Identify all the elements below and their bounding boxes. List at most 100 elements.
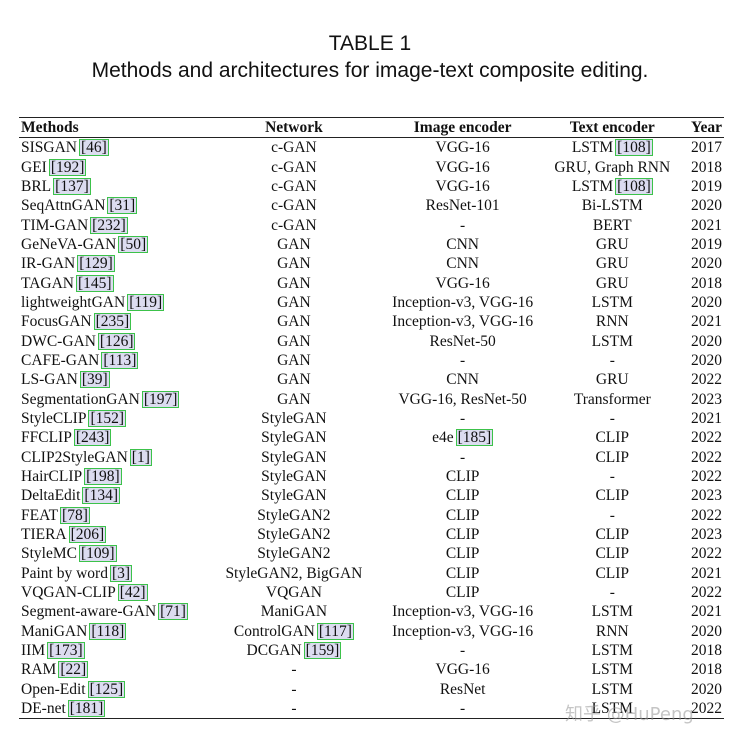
- citation-link[interactable]: [117]: [316, 622, 354, 640]
- year-cell-text: 2020: [691, 351, 722, 369]
- year-cell: 2022: [676, 428, 724, 447]
- table-body: SISGAN [46] c-GAN VGG-16 LSTM [108] 2017 GEI [19…: [19, 138, 724, 720]
- citation-link[interactable]: [1]: [129, 448, 152, 466]
- citation-link[interactable]: [206]: [68, 526, 107, 544]
- network-cell: GAN: [211, 293, 377, 312]
- citation-link[interactable]: [137]: [53, 177, 91, 195]
- citation-link[interactable]: [152]: [88, 409, 127, 427]
- citation-link[interactable]: [39]: [79, 371, 110, 389]
- citation-link[interactable]: [42]: [117, 584, 148, 602]
- year-cell-text: 2022: [691, 506, 722, 524]
- image-encoder-cell-text: CLIP: [445, 545, 480, 563]
- method-cell-text: Paint by word: [21, 564, 108, 582]
- year-cell: 2018: [676, 273, 724, 292]
- citation-link[interactable]: [31]: [107, 197, 138, 215]
- year-cell: 2022: [676, 467, 724, 486]
- citation-link[interactable]: [192]: [48, 158, 87, 176]
- text-encoder-cell: Bi-LSTM: [548, 196, 676, 215]
- method-cell: FocusGAN [235]: [19, 312, 211, 331]
- method-cell: StyleCLIP [152]: [19, 409, 211, 428]
- year-cell: 2023: [676, 525, 724, 544]
- network-cell-text: StyleGAN2: [257, 526, 331, 544]
- image-encoder-cell: CLIP: [377, 544, 548, 563]
- text-encoder-cell-text: Bi-LSTM: [581, 197, 643, 215]
- network-cell: StyleGAN2, BigGAN: [211, 564, 377, 583]
- year-cell-text: 2022: [691, 584, 722, 602]
- text-encoder-cell: CLIP: [548, 428, 676, 447]
- network-cell: StyleGAN2: [211, 544, 377, 563]
- image-encoder-cell-text: VGG-16: [435, 274, 490, 292]
- year-cell-text: 2020: [691, 197, 722, 215]
- network-cell-text: StyleGAN: [261, 409, 327, 427]
- citation-link[interactable]: [50]: [118, 235, 149, 253]
- table-row: VQGAN-CLIP [42] VQGAN CLIP - 2022: [19, 583, 724, 602]
- image-encoder-cell: VGG-16: [377, 138, 548, 158]
- table-row: TIERA [206] StyleGAN2 CLIP CLIP 2023: [19, 525, 724, 544]
- table-row: BRL [137] c-GAN VGG-16 LSTM [108] 2019: [19, 177, 724, 196]
- image-encoder-cell: -: [377, 409, 548, 428]
- year-cell: 2022: [676, 448, 724, 467]
- method-cell-text: Open-Edit: [21, 680, 86, 698]
- header-network: Network: [210, 117, 378, 138]
- citation-link[interactable]: [173]: [47, 642, 85, 660]
- citation-link[interactable]: [78]: [60, 506, 90, 524]
- year-cell: 2019: [676, 177, 724, 196]
- text-encoder-cell: LSTM: [548, 293, 676, 312]
- image-encoder-cell: CLIP: [377, 525, 548, 544]
- method-cell: Open-Edit [125]: [19, 680, 211, 699]
- citation-link[interactable]: [118]: [89, 622, 127, 640]
- image-encoder-cell: Inception-v3, VGG-16: [377, 293, 548, 312]
- text-encoder-cell: -: [548, 409, 676, 428]
- method-cell-text: VQGAN-CLIP: [21, 584, 116, 602]
- year-cell: 2022: [676, 583, 724, 602]
- citation-link[interactable]: [243]: [73, 429, 112, 447]
- citation-link[interactable]: [108]: [615, 177, 653, 195]
- text-encoder-cell: CLIP: [548, 486, 676, 505]
- network-cell: StyleGAN: [211, 467, 377, 486]
- citation-link[interactable]: [119]: [127, 293, 165, 311]
- network-cell: DCGAN [159]: [211, 641, 377, 660]
- citation-link[interactable]: [235]: [93, 313, 132, 331]
- citation-link[interactable]: [71]: [158, 603, 188, 621]
- citation-link[interactable]: [198]: [84, 468, 122, 486]
- citation-link[interactable]: [113]: [101, 351, 139, 369]
- network-cell-text: GAN: [277, 274, 311, 292]
- text-encoder-cell-text: CLIP: [595, 526, 630, 544]
- citation-link[interactable]: [185]: [455, 429, 494, 447]
- citation-link[interactable]: [197]: [141, 390, 180, 408]
- table-row: ManiGAN [118] ControlGAN [117] Inception-v3,…: [19, 622, 724, 641]
- image-encoder-cell: CNN: [377, 254, 548, 273]
- citation-link[interactable]: [232]: [90, 216, 128, 234]
- citation-link[interactable]: [126]: [97, 332, 136, 350]
- network-cell-text: c-GAN: [271, 158, 317, 176]
- citation-link[interactable]: [108]: [615, 139, 653, 157]
- text-encoder-cell-text: LSTM: [591, 661, 633, 679]
- method-cell-text: FEAT: [21, 506, 59, 524]
- network-cell-text: c-GAN: [271, 216, 317, 234]
- method-cell-text: StyleCLIP: [21, 409, 87, 427]
- method-cell-text: SISGAN: [21, 139, 77, 157]
- citation-link[interactable]: [145]: [76, 274, 114, 292]
- text-encoder-cell-text: CLIP: [595, 564, 630, 582]
- image-encoder-cell-text: ResNet: [439, 680, 486, 698]
- text-encoder-cell: GRU: [548, 254, 676, 273]
- method-cell: TIERA [206]: [19, 525, 211, 544]
- table-label: TABLE 1: [328, 32, 412, 55]
- citation-link[interactable]: [134]: [82, 487, 120, 505]
- citation-link[interactable]: [3]: [109, 564, 133, 582]
- table-row: SeqAttnGAN [31] c-GAN ResNet-101 Bi-LSTM 2020: [19, 196, 724, 215]
- year-cell-text: 2018: [691, 158, 722, 176]
- network-cell: c-GAN: [211, 196, 377, 215]
- citation-link[interactable]: [129]: [77, 255, 115, 273]
- image-encoder-cell-text: VGG-16: [435, 661, 490, 679]
- citation-link[interactable]: [109]: [78, 545, 117, 563]
- method-cell-text: IIM: [21, 642, 46, 660]
- citation-link[interactable]: [125]: [87, 680, 126, 698]
- citation-link[interactable]: [181]: [67, 700, 106, 718]
- text-encoder-cell: GRU: [548, 273, 676, 292]
- network-cell: GAN: [211, 235, 377, 254]
- citation-link[interactable]: [159]: [303, 642, 342, 660]
- citation-link[interactable]: [22]: [58, 661, 89, 679]
- citation-link[interactable]: [46]: [78, 139, 109, 157]
- year-cell-text: 2022: [691, 468, 722, 486]
